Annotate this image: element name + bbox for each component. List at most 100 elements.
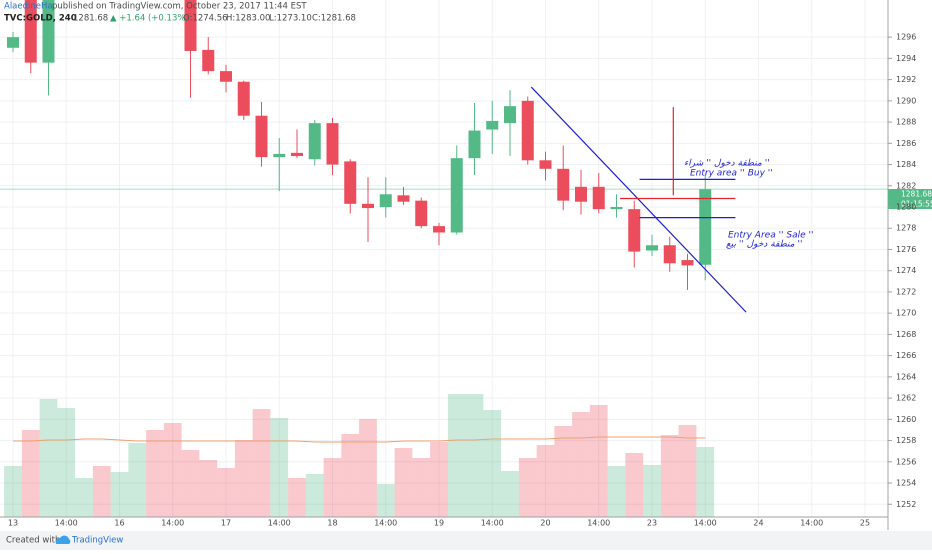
volume-bar bbox=[234, 440, 253, 517]
candle-body bbox=[362, 203, 374, 209]
candle-body bbox=[521, 100, 534, 161]
y-tick-label: 1274 bbox=[896, 266, 916, 275]
x-tick-label: 14:00 bbox=[587, 519, 610, 528]
volume-bar bbox=[199, 460, 218, 517]
candle-body bbox=[255, 115, 268, 158]
candle-body bbox=[379, 194, 392, 208]
volume-bar bbox=[643, 465, 661, 517]
volume-bar bbox=[21, 430, 40, 517]
candle-body bbox=[610, 207, 623, 210]
x-tick-label: 13 bbox=[8, 519, 18, 528]
volume-bar bbox=[607, 466, 626, 517]
x-tick-label: 16 bbox=[114, 519, 124, 528]
y-tick-label: 1260 bbox=[896, 415, 916, 424]
candle-body bbox=[450, 158, 463, 233]
volume-bar bbox=[554, 426, 573, 517]
candle-body bbox=[592, 186, 605, 210]
candle-body bbox=[699, 189, 712, 265]
y-tick-label: 1254 bbox=[896, 479, 916, 488]
volume-bar bbox=[341, 434, 360, 517]
symbol: TVC:GOLD, 240 bbox=[4, 14, 77, 24]
candle-body bbox=[24, 0, 37, 63]
y-tick-label: 1262 bbox=[896, 394, 916, 403]
candle-body bbox=[486, 121, 499, 130]
candle-body bbox=[468, 130, 481, 159]
volume-bar bbox=[4, 466, 22, 517]
candle-body bbox=[42, 0, 55, 63]
candle-body bbox=[291, 152, 303, 157]
price-label: 1281.68 bbox=[901, 190, 932, 199]
candle-body bbox=[628, 209, 641, 252]
volume-bar bbox=[57, 408, 76, 517]
y-tick-label: 1296 bbox=[896, 33, 916, 42]
grid bbox=[0, 0, 888, 517]
y-tick-label: 1282 bbox=[896, 181, 916, 190]
x-tick-label: 14:00 bbox=[161, 519, 184, 528]
volume-bar bbox=[536, 445, 555, 517]
candle-body bbox=[220, 71, 232, 82]
x-tick-label: 14:00 bbox=[694, 519, 717, 528]
volume-bar bbox=[447, 394, 466, 517]
candle-body bbox=[433, 226, 445, 233]
last-price: 1281.68 bbox=[73, 14, 108, 24]
candle-body bbox=[415, 200, 428, 227]
volume-bar bbox=[625, 453, 644, 517]
ohlc-high: H:1283.00 bbox=[226, 14, 270, 24]
candle-body bbox=[344, 161, 357, 204]
candle-body bbox=[273, 153, 286, 158]
ohlc-close: C:1281.68 bbox=[312, 14, 356, 24]
ohlc-low: L:1273.10 bbox=[269, 14, 312, 24]
candle-body bbox=[539, 160, 552, 169]
candle-body bbox=[184, 0, 197, 51]
volume-bar bbox=[92, 466, 111, 517]
logo bbox=[55, 535, 71, 544]
volume-bar bbox=[323, 458, 342, 517]
annotation: منطقة دخول '' شراء '' bbox=[684, 159, 770, 169]
y-tick-label: 1284 bbox=[896, 160, 916, 169]
volume-bar bbox=[660, 435, 679, 517]
volume-bar bbox=[518, 458, 537, 517]
candle-body bbox=[237, 81, 250, 116]
candle-body bbox=[202, 49, 215, 72]
x-tick-label: 14:00 bbox=[374, 519, 397, 528]
x-tick-label: 19 bbox=[434, 519, 444, 528]
x-tick-label: 20 bbox=[540, 519, 550, 528]
y-tick-label: 1276 bbox=[896, 245, 916, 254]
volume-bar bbox=[572, 412, 590, 517]
volume-bar bbox=[696, 447, 715, 517]
volume-bar bbox=[589, 405, 608, 517]
y-tick-label: 1256 bbox=[896, 457, 916, 466]
volume-bar bbox=[465, 394, 484, 517]
countdown: 01:15:55 bbox=[901, 200, 932, 209]
annotation: منطقة دخول '' بيع '' bbox=[726, 240, 802, 250]
countdown-box bbox=[888, 199, 932, 209]
volume-bar bbox=[394, 448, 413, 517]
x-tick-label: 14:00 bbox=[800, 519, 823, 528]
volume-ma bbox=[13, 436, 706, 443]
volume-bar bbox=[501, 471, 519, 517]
candle-body bbox=[557, 168, 570, 201]
y-tick-label: 1252 bbox=[896, 500, 916, 509]
drawing-line bbox=[530, 86, 747, 313]
volume-bar bbox=[430, 442, 448, 517]
footer-brand: TradingView bbox=[71, 536, 123, 546]
volume-bar bbox=[305, 474, 324, 517]
y-tick-label: 1294 bbox=[896, 54, 916, 63]
price-label-box bbox=[888, 189, 932, 199]
volume-bar bbox=[359, 419, 377, 517]
y-tick-label: 1264 bbox=[896, 372, 916, 381]
candle-body bbox=[646, 245, 658, 251]
ohlc-open: O:1274.56 bbox=[183, 14, 228, 24]
volume-bar bbox=[483, 410, 502, 517]
x-tick-label: 24 bbox=[753, 519, 763, 528]
x-tick-label: 17 bbox=[221, 519, 231, 528]
annotation: Entry area '' Buy '' bbox=[690, 169, 773, 179]
candle-body bbox=[326, 123, 339, 165]
x-tick-label: 25 bbox=[860, 519, 870, 528]
footer-created: Created with bbox=[6, 536, 60, 546]
y-tick-label: 1288 bbox=[896, 118, 916, 127]
x-tick-label: 14:00 bbox=[268, 519, 291, 528]
plot-area bbox=[0, 0, 888, 517]
y-tick-label: 1290 bbox=[896, 96, 916, 105]
